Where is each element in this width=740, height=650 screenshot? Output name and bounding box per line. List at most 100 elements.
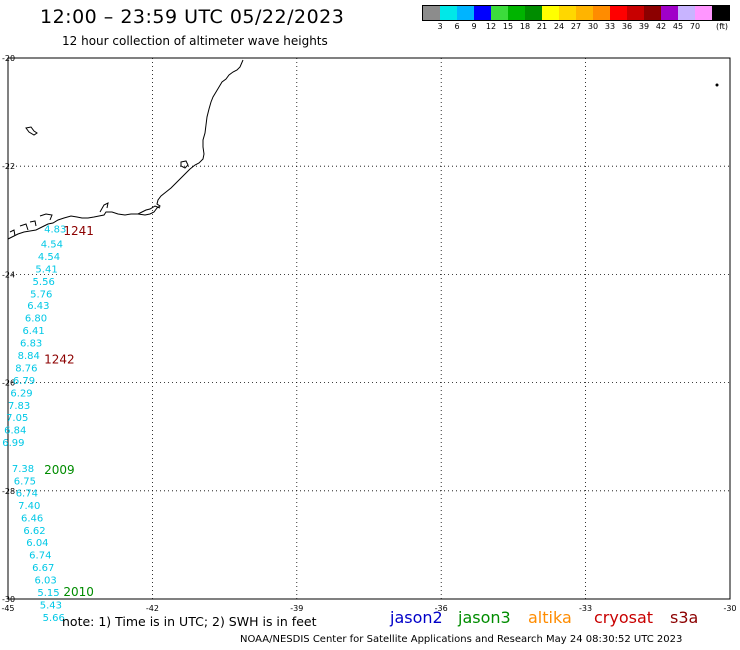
legend-swatch [576, 6, 593, 20]
pass-time-label: 1242 [44, 352, 75, 366]
legend-label: 39 [638, 22, 650, 31]
map-title: 12:00 – 23:59 UTC 05/22/2023 [40, 6, 345, 28]
swh-value-label: 6.62 [23, 526, 45, 537]
lat-tick-label: -28 [2, 487, 15, 496]
legend-swatch [661, 6, 678, 20]
legend-swatch [559, 6, 576, 20]
swh-value-label: 6.03 [34, 576, 56, 587]
swh-value-label: 7.05 [6, 413, 28, 424]
axis-tick-labels: -45 -42 -39 -36 -33 -30 -20 -22 -24 -26 -28 -30 [1, 54, 736, 613]
swh-value-label: 7.83 [8, 401, 30, 412]
swh-value-label: 6.04 [26, 538, 48, 549]
pass-time-label: 1241 [63, 224, 94, 238]
legend-swatch [508, 6, 525, 20]
swh-value-label: 4.83 [44, 224, 66, 235]
legend-label: 9 [471, 22, 477, 31]
color-scale-legend [422, 5, 730, 21]
legend-swatch [627, 6, 644, 20]
swh-value-label: 7.40 [18, 501, 40, 512]
swh-value-label: 4.54 [41, 240, 63, 251]
lon-tick-label: -42 [146, 604, 159, 613]
legend-label: 3 [437, 22, 443, 31]
swh-value-label: 8.84 [18, 351, 40, 362]
map-subtitle: 12 hour collection of altimeter wave hei… [62, 34, 328, 48]
legend-swatch [610, 6, 627, 20]
legend-swatch [593, 6, 610, 20]
legend-label: 27 [570, 22, 582, 31]
legend-swatch [542, 6, 559, 20]
swh-value-label: 6.83 [20, 339, 42, 350]
legend-label: 42 [655, 22, 667, 31]
graticule [8, 58, 730, 599]
lat-tick-label: -30 [2, 595, 15, 604]
swh-value-label: 6.79 [13, 376, 35, 387]
lon-tick-label: -30 [723, 604, 736, 613]
legend-label: 33 [604, 22, 616, 31]
swh-value-label: 5.41 [35, 264, 57, 275]
swh-value-label: 5.76 [30, 289, 52, 300]
swh-value-label: 6.41 [22, 326, 44, 337]
swh-value-label: 6.29 [10, 388, 32, 399]
swh-value-label: 6.46 [21, 513, 43, 524]
coastline-detail [9, 202, 161, 237]
swh-value-label: 5.66 [43, 613, 65, 624]
swh-value-label: 7.38 [12, 464, 34, 475]
legend-unit: (ft) [716, 22, 729, 31]
swh-value-label: 8.76 [15, 363, 37, 374]
swh-value-label: 6.67 [32, 563, 54, 574]
satellite-legend-item: jason3 [458, 608, 511, 627]
swh-value-label: 6.43 [27, 301, 49, 312]
satellite-legend-item: s3a [670, 608, 699, 627]
legend-label: 18 [519, 22, 531, 31]
credit-footer: NOAA/NESDIS Center for Satellite Applica… [240, 634, 683, 645]
satellite-legend-item: cryosat [594, 608, 654, 627]
legend-swatch [423, 6, 440, 20]
legend-swatch [525, 6, 542, 20]
legend-label: 21 [536, 22, 548, 31]
legend-swatch [491, 6, 508, 20]
legend-swatch [712, 6, 729, 20]
legend-swatch [644, 6, 661, 20]
legend-label: 24 [553, 22, 565, 31]
units-note: note: 1) Time is in UTC; 2) SWH is in fe… [62, 614, 317, 629]
legend-swatch [474, 6, 491, 20]
coastline [7, 59, 244, 240]
lat-tick-label: -22 [2, 162, 15, 171]
legend-label: 15 [502, 22, 514, 31]
pass-time-label: 2009 [44, 463, 75, 477]
swh-value-label: 6.84 [4, 426, 26, 437]
swh-value-label: 6.80 [25, 314, 47, 325]
lat-tick-label: -24 [2, 270, 15, 279]
legend-label: 70 [689, 22, 701, 31]
lon-tick-label: -45 [1, 604, 14, 613]
lat-tick-label: -20 [2, 54, 15, 63]
lon-tick-label: -39 [290, 604, 303, 613]
satellite-legend-item: altika [528, 608, 572, 627]
pass-time-label: 2010 [63, 585, 94, 599]
swh-value-label: 5.56 [33, 277, 55, 288]
satellite-legend-item: jason2 [390, 608, 443, 627]
legend-swatch [457, 6, 474, 20]
legend-label: 30 [587, 22, 599, 31]
legend-swatch [440, 6, 457, 20]
swh-value-label: 5.15 [37, 588, 59, 599]
swh-value-label: 6.74 [16, 488, 38, 499]
legend-swatch [695, 6, 712, 20]
map-frame [7, 57, 731, 600]
legend-label: 36 [621, 22, 633, 31]
lat-tick-label: -26 [2, 379, 15, 388]
swh-value-label: 6.75 [14, 477, 36, 488]
altimeter-tracks: 4.834.544.545.415.565.766.436.806.416.83… [2, 224, 94, 624]
swh-value-label: 5.43 [40, 600, 62, 611]
swh-value-label: 4.54 [38, 252, 60, 263]
legend-label: 6 [454, 22, 460, 31]
island-dot [715, 83, 719, 87]
swh-value-label: 6.74 [29, 551, 51, 562]
legend-swatch [678, 6, 695, 20]
island [25, 126, 38, 136]
legend-label: 12 [485, 22, 497, 31]
swh-value-label: 6.99 [2, 438, 24, 449]
lon-tick-label: -36 [435, 604, 448, 613]
island [180, 160, 189, 169]
